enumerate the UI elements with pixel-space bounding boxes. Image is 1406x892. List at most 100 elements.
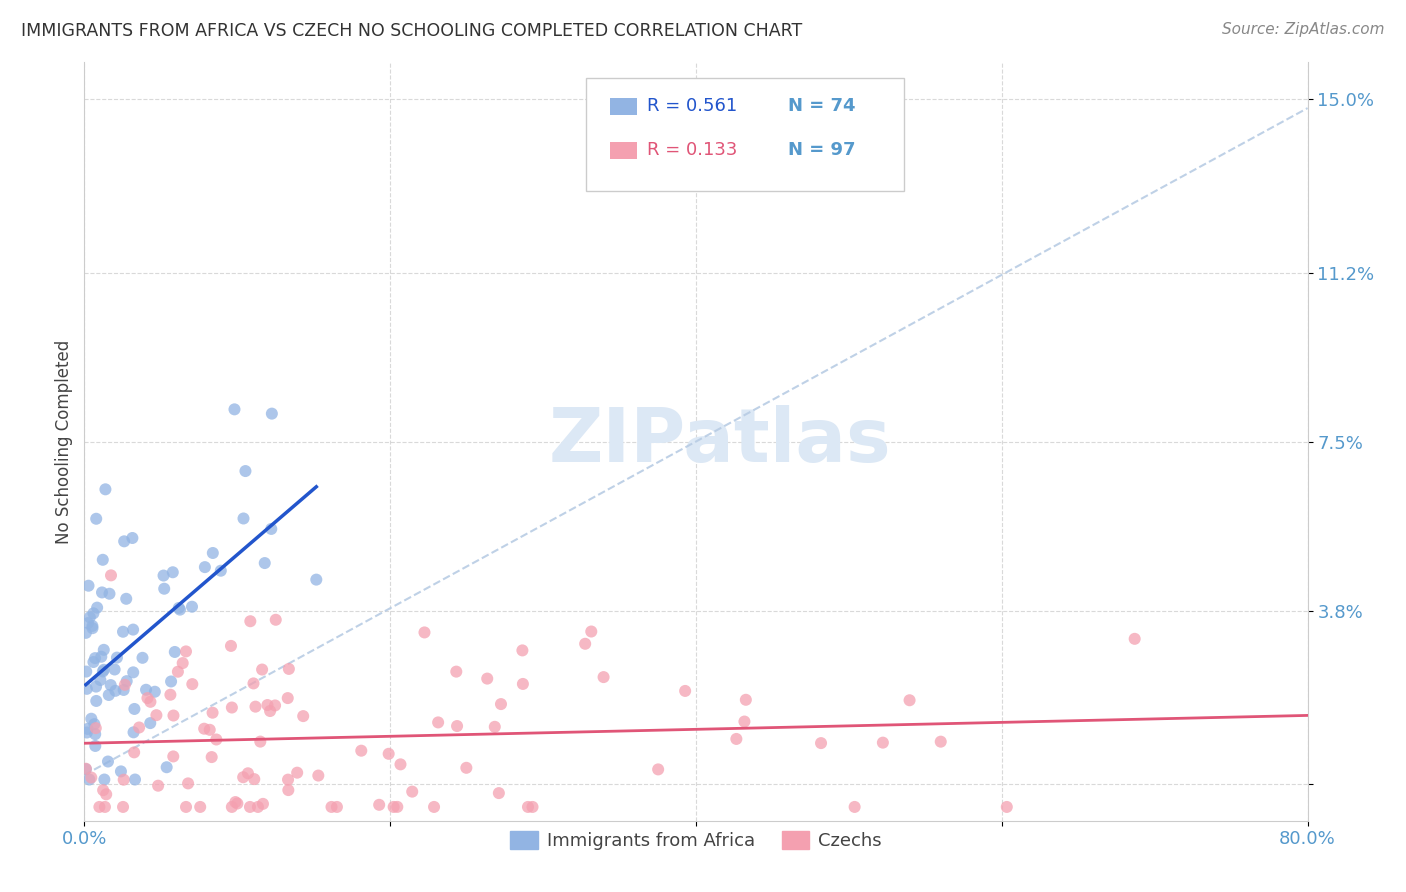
- Point: [246, 800, 269, 814]
- Point: [84, 651, 107, 665]
- Point: [94, 800, 117, 814]
- Point: [221, 800, 243, 814]
- Point: [82, 607, 104, 621]
- Point: [122, 725, 145, 739]
- Point: [97, 688, 120, 702]
- Point: [172, 656, 194, 670]
- Point: [205, 732, 228, 747]
- Point: [522, 800, 544, 814]
- Point: [79, 772, 101, 787]
- Point: [162, 749, 184, 764]
- Point: [115, 591, 138, 606]
- Point: [512, 643, 534, 657]
- Point: [111, 624, 134, 639]
- Point: [456, 761, 478, 775]
- Point: [91, 783, 114, 797]
- Point: [91, 665, 114, 679]
- Point: [112, 534, 135, 549]
- Point: [253, 556, 276, 570]
- Point: [84, 512, 107, 526]
- Point: [413, 625, 436, 640]
- Point: [80, 712, 103, 726]
- Point: [872, 736, 894, 750]
- Point: [112, 682, 135, 697]
- Point: [377, 747, 399, 761]
- Point: [264, 613, 287, 627]
- Point: [239, 614, 262, 628]
- Point: [143, 684, 166, 698]
- Point: [167, 665, 190, 679]
- Point: [124, 772, 146, 787]
- Point: [249, 734, 271, 748]
- Point: [139, 716, 162, 731]
- Point: [94, 483, 117, 497]
- Point: [810, 736, 832, 750]
- FancyBboxPatch shape: [610, 98, 637, 115]
- Point: [209, 564, 232, 578]
- Point: [252, 797, 274, 811]
- Point: [350, 744, 373, 758]
- Point: [446, 719, 468, 733]
- Point: [90, 649, 112, 664]
- Point: [484, 720, 506, 734]
- Point: [145, 708, 167, 723]
- Point: [725, 731, 748, 746]
- Point: [162, 566, 184, 580]
- Point: [112, 800, 135, 814]
- Point: [277, 772, 299, 787]
- Point: [239, 800, 262, 814]
- Point: [477, 672, 499, 686]
- Point: [219, 639, 242, 653]
- Point: [647, 763, 669, 777]
- Point: [122, 665, 145, 680]
- Point: [232, 770, 254, 784]
- Point: [277, 783, 299, 797]
- Point: [96, 788, 118, 802]
- Point: [256, 698, 278, 712]
- Point: [80, 771, 103, 785]
- Point: [326, 800, 349, 814]
- Point: [152, 568, 174, 582]
- Point: [167, 601, 190, 615]
- Point: [76, 725, 98, 739]
- Point: [84, 727, 107, 741]
- Point: [733, 714, 755, 729]
- Point: [91, 585, 114, 599]
- Point: [114, 678, 136, 692]
- Point: [260, 407, 283, 421]
- Point: [77, 579, 100, 593]
- Point: [201, 546, 224, 560]
- Point: [574, 637, 596, 651]
- Point: [156, 760, 179, 774]
- Point: [382, 800, 405, 814]
- Point: [75, 625, 97, 640]
- Point: [673, 684, 696, 698]
- Point: [277, 662, 299, 676]
- Point: [93, 772, 115, 787]
- Point: [82, 655, 104, 669]
- Point: [174, 800, 197, 814]
- Text: ZIPatlas: ZIPatlas: [550, 405, 891, 478]
- Text: Source: ZipAtlas.com: Source: ZipAtlas.com: [1222, 22, 1385, 37]
- Point: [89, 673, 111, 687]
- Text: R = 0.133: R = 0.133: [647, 142, 737, 160]
- Point: [135, 682, 157, 697]
- Point: [181, 599, 204, 614]
- Point: [104, 683, 127, 698]
- Point: [110, 764, 132, 779]
- Point: [89, 800, 111, 814]
- FancyBboxPatch shape: [610, 142, 637, 159]
- Point: [100, 568, 122, 582]
- Point: [242, 676, 264, 690]
- Point: [181, 677, 204, 691]
- Point: [146, 779, 169, 793]
- Text: R = 0.561: R = 0.561: [647, 97, 737, 115]
- Point: [423, 800, 446, 814]
- Point: [77, 616, 100, 631]
- Point: [93, 663, 115, 677]
- Point: [995, 800, 1018, 814]
- Point: [427, 715, 450, 730]
- Point: [512, 677, 534, 691]
- Point: [285, 765, 308, 780]
- Point: [592, 670, 614, 684]
